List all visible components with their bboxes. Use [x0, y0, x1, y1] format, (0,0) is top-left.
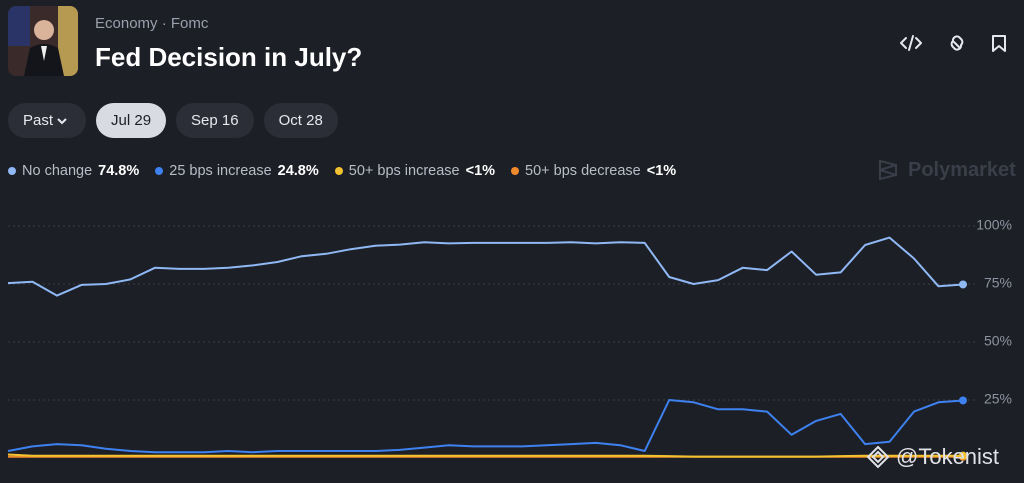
series-line	[7, 453, 963, 458]
legend: No change 74.8% 25 bps increase 24.8% 50+ bp…	[8, 163, 676, 179]
date-tab[interactable]: Jul 29	[96, 103, 167, 138]
date-tab[interactable]: Past	[8, 103, 87, 138]
legend-name: No change	[22, 163, 93, 179]
legend-item[interactable]: 50+ bps decrease <1%	[511, 163, 676, 179]
tab-label: Oct 28	[278, 112, 323, 129]
legend-name: 25 bps increase	[169, 163, 272, 179]
breadcrumb-item[interactable]: Economy	[95, 15, 158, 32]
bookmark-button[interactable]	[992, 35, 1006, 52]
breadcrumb-item[interactable]: Fomc	[170, 15, 209, 32]
legend-dot	[155, 167, 164, 175]
separator: ·	[161, 15, 167, 32]
market-image	[8, 6, 78, 76]
y-tick-label: 25%	[984, 391, 1012, 407]
legend-item[interactable]: 25 bps increase 24.8%	[155, 163, 319, 179]
brand-logo	[879, 159, 897, 181]
series-line	[7, 399, 964, 454]
brand-watermark: Polymarket	[876, 158, 1016, 182]
legend-value: <1%	[465, 163, 496, 179]
brand-name: Polymarket	[908, 158, 1016, 181]
watermark-text: @Tokenist	[896, 444, 1000, 469]
end-point	[959, 280, 967, 289]
y-tick-label: 75%	[984, 275, 1012, 291]
end-point	[959, 451, 967, 460]
chart: 100% 75% 50% 25%	[7, 217, 1012, 461]
date-tab[interactable]: Oct 28	[263, 103, 338, 138]
y-tick-label: 50%	[984, 333, 1012, 349]
tab-label: Past	[23, 112, 54, 129]
legend-value: <1%	[646, 163, 677, 179]
legend-dot	[8, 167, 16, 175]
legend-dot	[511, 167, 520, 175]
legend-value: 24.8%	[277, 163, 319, 179]
market-title: Fed Decision in July?	[95, 42, 363, 72]
watermark-logo	[866, 445, 890, 469]
watermark: @Tokenist	[866, 444, 999, 470]
end-point	[959, 396, 967, 405]
legend-name: 50+ bps increase	[348, 163, 460, 179]
tab-label: Jul 29	[111, 112, 152, 129]
tab-label: Sep 16	[191, 112, 239, 129]
breadcrumb: Economy · Fomc	[95, 15, 208, 32]
legend-item[interactable]: 50+ bps increase <1%	[334, 163, 496, 179]
y-tick-label: 100%	[976, 217, 1012, 233]
link-button[interactable]	[950, 35, 964, 51]
legend-name: 50+ bps decrease	[525, 163, 641, 179]
date-tab[interactable]: Sep 16	[176, 103, 254, 138]
series-line	[7, 236, 964, 297]
legend-value: 74.8%	[98, 163, 140, 179]
embed-button[interactable]	[900, 35, 922, 51]
legend-dot	[334, 167, 343, 175]
legend-item[interactable]: No change 74.8%	[8, 163, 139, 179]
toolbar	[900, 35, 1006, 52]
chevron	[57, 117, 67, 124]
date-tabs: Past Jul 29 Sep 16 Oct 28	[8, 103, 338, 138]
